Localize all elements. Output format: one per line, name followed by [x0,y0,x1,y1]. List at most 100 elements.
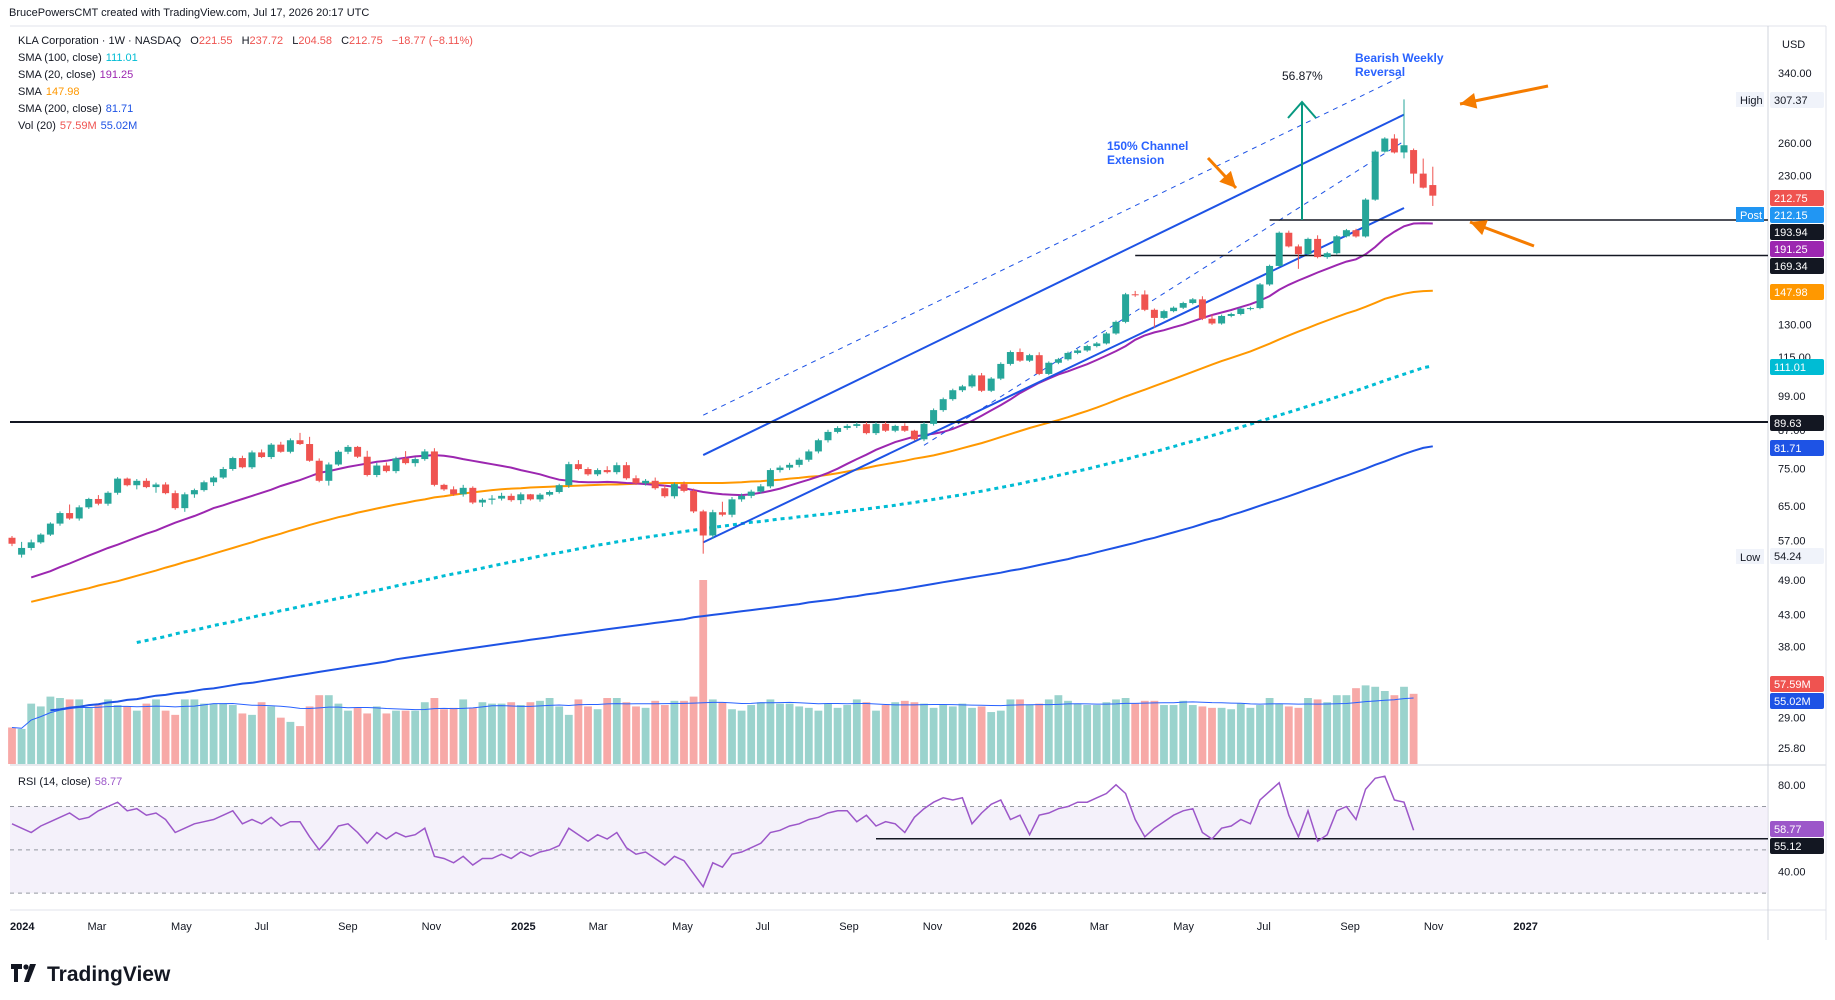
high-price-label [1770,92,1824,108]
candle-body [1102,333,1110,344]
candle-body [382,465,390,472]
candle-body [354,446,362,457]
high-tag [1736,92,1764,107]
volume-bar [200,703,208,764]
candle-body [488,498,496,500]
time-axis-label: 2026 [1012,921,1036,933]
volume-bar [1342,695,1351,764]
volume-bar [929,707,938,764]
high-value: 237.72 [249,35,284,47]
candle-body [766,470,774,487]
price-tick-label: 43.00 [1778,609,1806,621]
candle-body [498,495,506,499]
candle-body [507,495,515,501]
volume-bar [238,713,247,764]
legend-sma50[interactable]: SMA 147.98 [18,86,80,98]
volume-bar [142,703,151,764]
sma-200-line [50,445,1433,712]
symbol-name[interactable]: KLA Corporation · 1W · NASDAQ [18,35,182,47]
close-value: 212.75 [349,35,383,47]
volume-price-label [1770,676,1824,692]
time-axis-label: Mar [1090,921,1109,933]
candle-body [651,480,659,489]
volume-bar [459,699,468,764]
volume-bar [334,703,343,764]
volume-bar [516,705,525,764]
time-axis-label: May [171,921,192,933]
legend-symbol-row: KLA Corporation · 1W · NASDAQ O221.55 H2… [18,35,473,47]
volume-bar [1236,703,1245,764]
volume-bar [728,709,736,764]
legend-sma100[interactable]: SMA (100, close) 111.01 [18,52,138,64]
rsi-line [11,775,1415,889]
volume-bar [305,706,314,764]
volume-bar [1400,686,1408,764]
volume-bar [1160,705,1168,764]
volume-bar [1361,685,1370,764]
candle-body [133,480,141,486]
volume-bar [420,702,429,764]
volume-bar [593,709,602,764]
support-arrow-head [1470,220,1488,236]
candle-body [603,470,611,473]
low-value: 204.58 [298,35,333,47]
price-tick-label: 230.00 [1778,170,1812,182]
candle-body [1045,362,1053,374]
volume-bar [651,700,660,764]
candle-body [162,484,170,494]
volume-bar [1380,690,1389,764]
volume-bar [641,707,650,764]
candle-body [891,425,899,431]
volume-bar [1083,705,1092,764]
volume-bar [171,714,180,764]
candle-body [1160,311,1168,318]
candle-body [306,444,314,461]
candle-body [1141,294,1149,310]
candle-body [430,451,438,485]
candle-body [248,452,256,468]
legend-sma200[interactable]: SMA (200, close) 81.71 [18,103,134,115]
volume-bar [75,699,84,764]
candle-body [152,484,160,488]
volume-bar [248,714,256,764]
candle-body [987,378,995,391]
candle-body [939,399,947,411]
regression-channel [10,74,1768,840]
candle-body [853,424,861,426]
volume-bar [219,703,228,764]
volume-bar [190,699,199,764]
volume-bar [94,705,103,764]
volume-bar [680,700,688,764]
volume-bar [1006,699,1015,764]
volume-bar [1112,699,1120,764]
volume-bar [1217,707,1226,764]
legend-volume[interactable]: Vol (20) 57.59M 55.02M [18,120,138,132]
price-tick-label: 99.00 [1778,391,1806,403]
rsi-tick-label: 40.00 [1778,867,1806,879]
candle-body [1064,352,1072,360]
volume-bar [536,700,544,764]
high-tag-text: High [1740,95,1763,107]
volume-bar [708,699,717,764]
legend-sma20[interactable]: SMA (20, close) 191.25 [18,69,134,81]
tradingview-logo[interactable]: TradingView [11,962,170,988]
volume-bar [152,699,160,764]
candle-body [1410,150,1418,174]
volume-bar [1256,705,1264,764]
volume-bar [353,707,362,764]
sma-50-line [30,289,1433,603]
volume-bar [1246,707,1255,764]
candle-body [824,431,832,441]
candle-body [901,425,909,431]
open-value: 221.55 [198,35,233,47]
candle-body [171,493,179,509]
volume-bar [564,714,573,764]
time-axis-label: Jul [255,921,269,933]
time-axis-label: Sep [1340,921,1360,933]
volume-bar [1275,703,1284,764]
volume-bar [670,700,679,764]
candle-body [1016,352,1024,361]
candle-body [670,484,678,497]
rsi-legend[interactable]: RSI (14, close) 58.77 [18,776,123,788]
